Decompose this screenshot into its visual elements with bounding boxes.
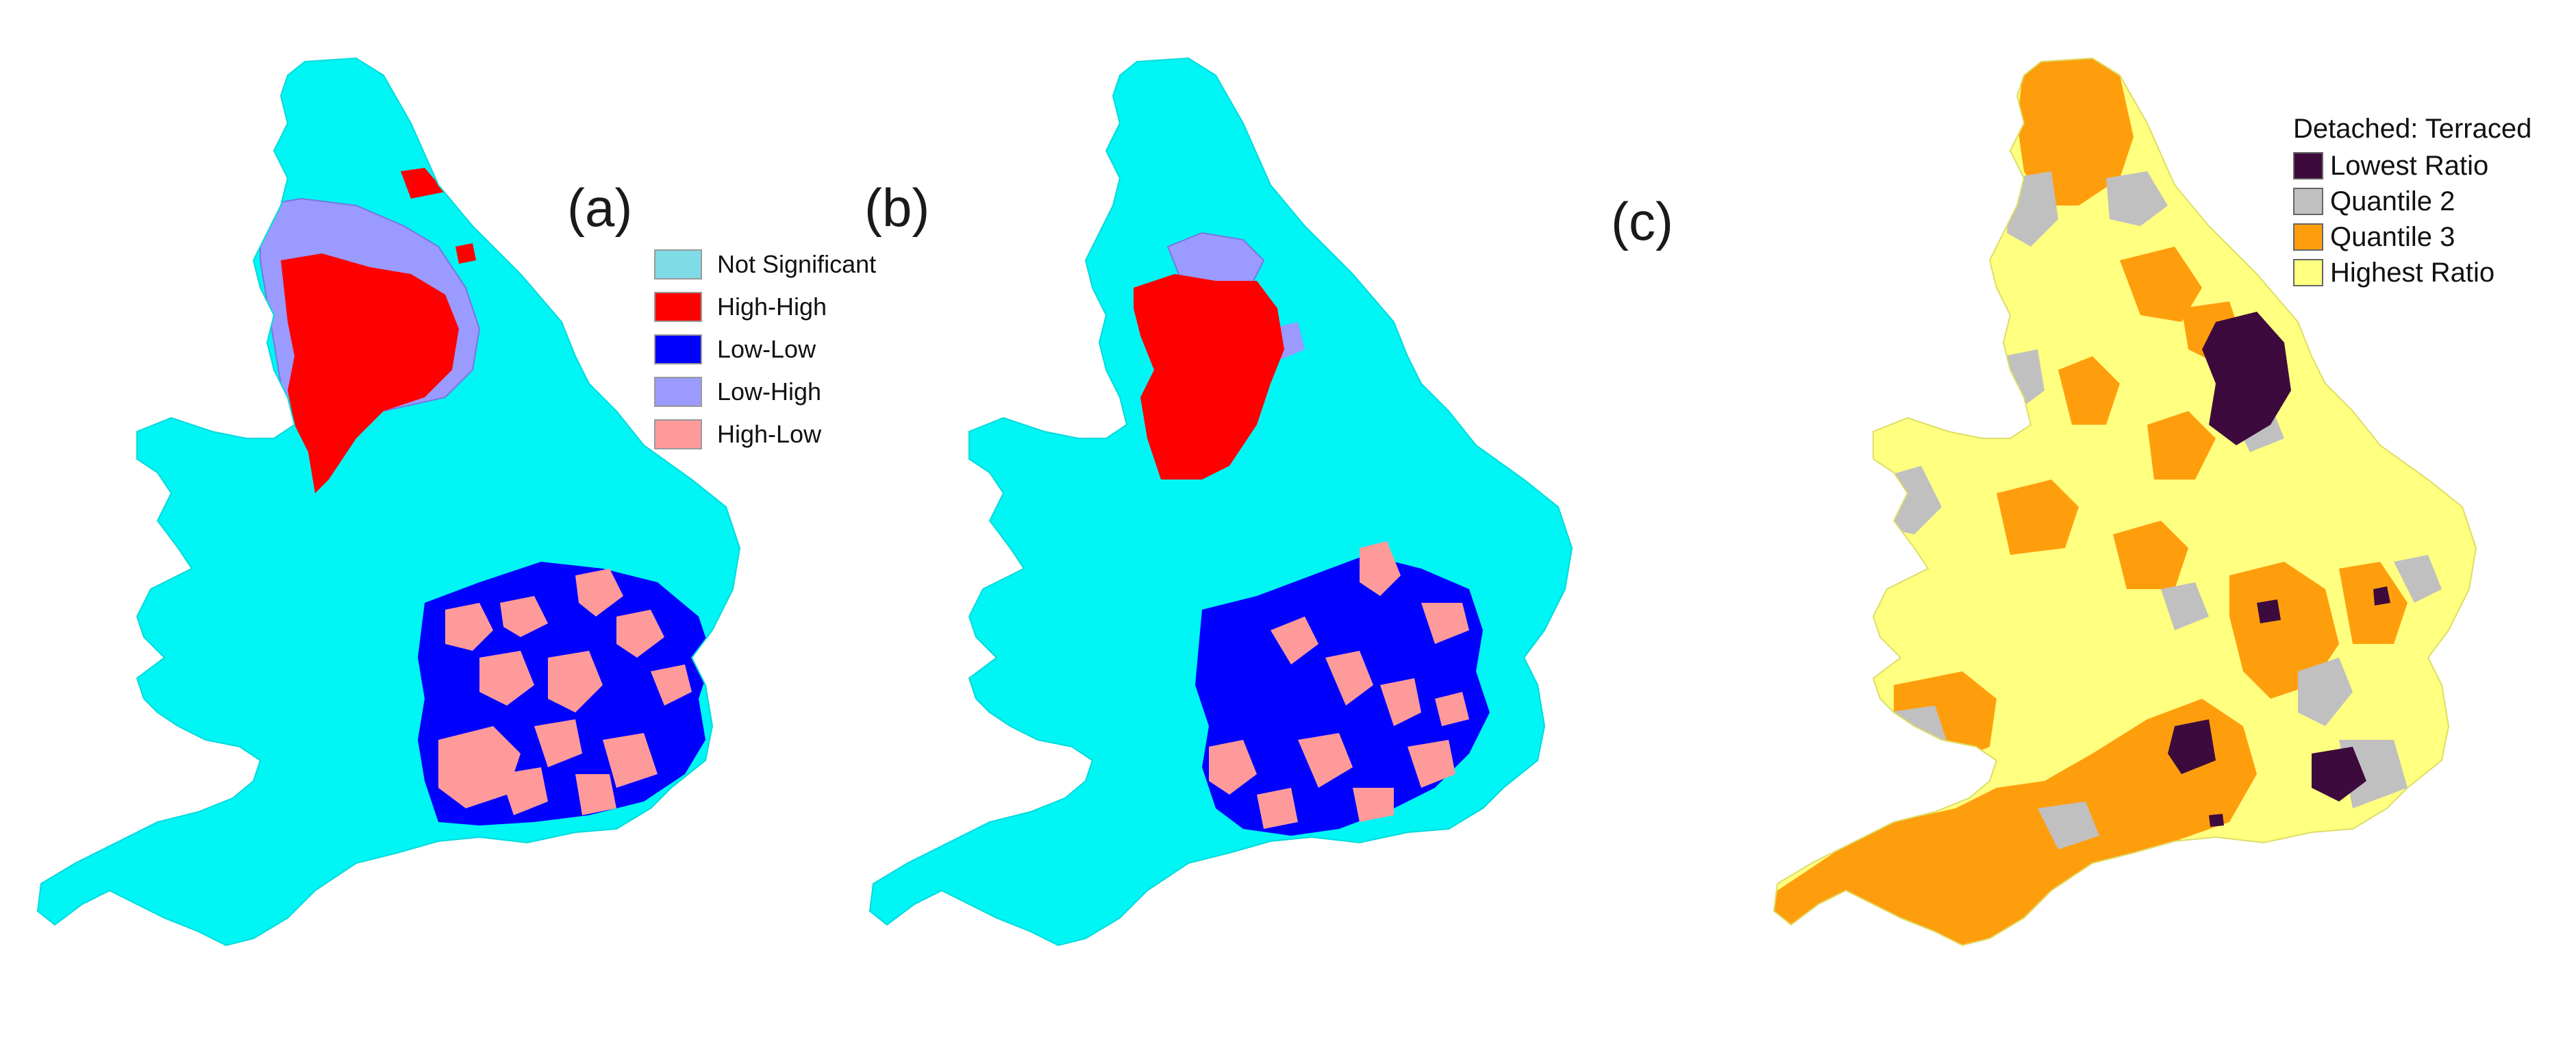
panel-label-a: (a) [567,177,633,238]
high-high-region [281,253,459,493]
lowest-ratio-regions [2168,169,2390,827]
legend-swatch [2293,152,2323,179]
legend-label: Low-Low [717,335,816,363]
legend-swatch [654,419,702,449]
legend-title: Detached: Terraced [2293,114,2532,144]
legend-item: High-High [654,286,876,328]
legend-item: Low-Low [654,328,876,371]
legend-label: Not Significant [717,250,877,278]
map-base-region [870,58,1572,945]
map-panel-a [37,58,740,946]
quantile-3-regions [1774,58,2408,945]
high-low-patches [438,569,692,815]
high-low-patches [1209,541,1469,829]
legend-swatch [2293,223,2323,251]
legend-item: High-Low [654,413,876,456]
legend-swatch [2293,188,2323,215]
legend-swatch [654,334,702,364]
legend-item: Highest Ratio [2293,255,2531,290]
high-high-region [401,168,445,199]
legend-label: Lowest Ratio [2330,150,2489,181]
legend-swatch [654,377,702,407]
panel-label-b: (b) [864,177,930,238]
map-panel-b [869,58,1573,946]
legend-item: Quantile 2 [2293,184,2531,219]
legend-item: Quantile 3 [2293,219,2531,255]
legend-label: Quantile 2 [2330,186,2455,216]
map-base-region [38,58,740,945]
high-high-region [1134,274,1284,480]
legend-label: High-High [717,293,827,321]
ratio-legend: Detached: Terraced Lowest Ratio Quantile… [2293,110,2531,290]
panel-label-c: (c) [1611,191,1673,251]
legend-item: Not Significant [654,243,876,286]
lisa-legend: Not Significant High-High Low-Low Low-Hi… [654,243,876,456]
legend-label: Low-High [717,377,822,406]
legend-item: Low-High [654,371,876,413]
legend-swatch [654,292,702,322]
legend-swatch [2293,259,2323,286]
legend-label: Highest Ratio [2330,257,2495,288]
legend-label: Quantile 3 [2330,221,2455,252]
high-high-region [455,243,476,264]
legend-item: Lowest Ratio [2293,148,2531,184]
legend-label: High-Low [717,420,822,448]
legend-swatch [654,249,702,279]
